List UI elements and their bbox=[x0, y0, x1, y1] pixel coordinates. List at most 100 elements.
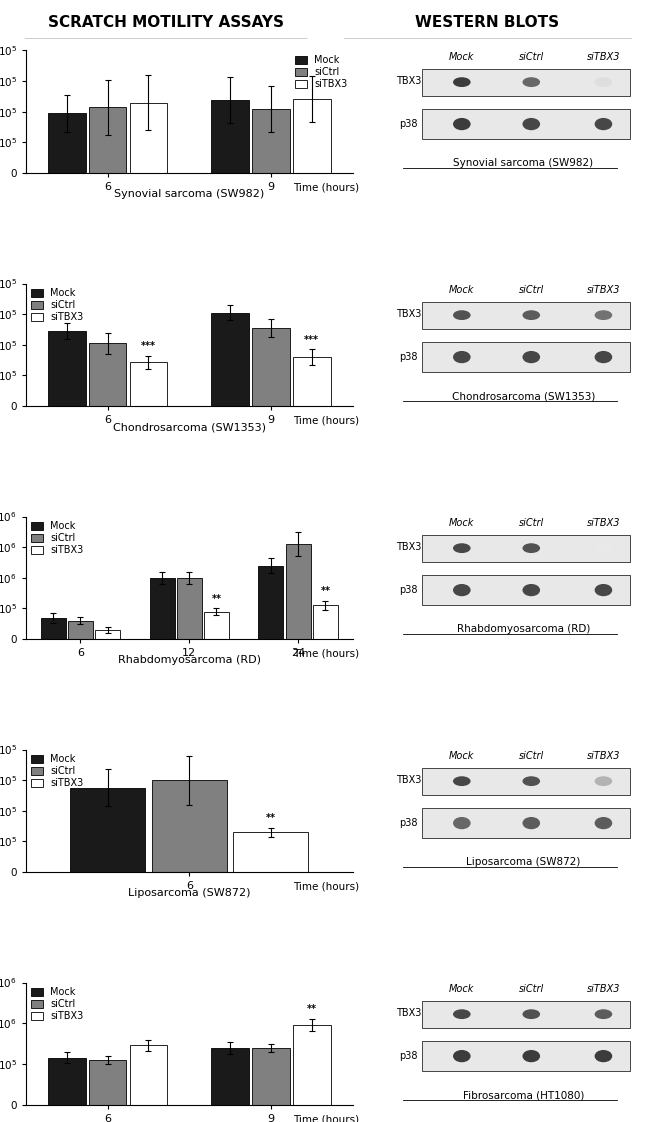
Bar bbox=[89, 108, 126, 173]
Text: TBX3: TBX3 bbox=[396, 310, 421, 319]
Bar bbox=[422, 1041, 630, 1070]
Ellipse shape bbox=[595, 583, 612, 596]
Ellipse shape bbox=[523, 583, 540, 596]
Bar bbox=[68, 620, 93, 640]
Bar bbox=[95, 629, 120, 640]
Text: p38: p38 bbox=[399, 1051, 417, 1061]
Legend: Mock, siCtrl, siTBX3: Mock, siCtrl, siTBX3 bbox=[295, 55, 348, 90]
Ellipse shape bbox=[453, 77, 471, 88]
Text: WESTERN BLOTS: WESTERN BLOTS bbox=[415, 15, 560, 30]
Bar bbox=[259, 565, 283, 640]
Legend: Mock, siCtrl, siTBX3: Mock, siCtrl, siTBX3 bbox=[31, 288, 84, 322]
Ellipse shape bbox=[595, 817, 612, 829]
Bar bbox=[293, 99, 330, 173]
Bar bbox=[252, 328, 290, 406]
Text: ***: *** bbox=[304, 334, 319, 344]
Bar bbox=[130, 1046, 167, 1105]
Ellipse shape bbox=[595, 1010, 612, 1019]
Bar bbox=[252, 109, 290, 173]
Ellipse shape bbox=[595, 776, 612, 787]
Ellipse shape bbox=[595, 543, 612, 553]
Bar bbox=[204, 611, 229, 640]
Bar bbox=[422, 302, 630, 329]
Bar bbox=[130, 102, 167, 173]
Bar bbox=[285, 544, 311, 640]
Text: Mock: Mock bbox=[449, 984, 474, 994]
Ellipse shape bbox=[523, 1050, 540, 1063]
Text: p38: p38 bbox=[399, 352, 417, 362]
Text: Mock: Mock bbox=[449, 517, 474, 527]
Text: p38: p38 bbox=[399, 119, 417, 129]
Text: TBX3: TBX3 bbox=[396, 1009, 421, 1018]
Ellipse shape bbox=[523, 351, 540, 364]
Text: TBX3: TBX3 bbox=[396, 76, 421, 86]
Text: Time (hours): Time (hours) bbox=[293, 882, 359, 892]
Bar bbox=[89, 343, 126, 406]
Bar bbox=[211, 313, 249, 406]
Legend: Mock, siCtrl, siTBX3: Mock, siCtrl, siTBX3 bbox=[31, 754, 84, 789]
Bar bbox=[252, 1048, 290, 1105]
Ellipse shape bbox=[595, 118, 612, 130]
Bar bbox=[41, 618, 66, 640]
Bar bbox=[150, 578, 175, 640]
Ellipse shape bbox=[595, 77, 612, 88]
Text: p38: p38 bbox=[399, 585, 417, 595]
Legend: Mock, siCtrl, siTBX3: Mock, siCtrl, siTBX3 bbox=[31, 987, 84, 1021]
Bar bbox=[89, 1060, 126, 1105]
Text: **: ** bbox=[211, 594, 222, 604]
Text: Rhabdomyosarcoma (RD): Rhabdomyosarcoma (RD) bbox=[456, 624, 590, 634]
Ellipse shape bbox=[595, 1050, 612, 1063]
Ellipse shape bbox=[453, 583, 471, 596]
Ellipse shape bbox=[453, 776, 471, 787]
Bar bbox=[211, 1048, 249, 1105]
Bar bbox=[48, 1058, 86, 1105]
Ellipse shape bbox=[453, 543, 471, 553]
Ellipse shape bbox=[523, 776, 540, 787]
Text: Time (hours): Time (hours) bbox=[293, 416, 359, 426]
Bar bbox=[422, 342, 630, 371]
Text: Time (hours): Time (hours) bbox=[293, 183, 359, 193]
Ellipse shape bbox=[453, 351, 471, 364]
Ellipse shape bbox=[595, 311, 612, 320]
Title: Synovial sarcoma (SW982): Synovial sarcoma (SW982) bbox=[114, 190, 265, 200]
Ellipse shape bbox=[453, 1050, 471, 1063]
Ellipse shape bbox=[523, 311, 540, 320]
Bar bbox=[422, 576, 630, 605]
Text: Time (hours): Time (hours) bbox=[293, 1115, 359, 1122]
Bar bbox=[293, 357, 330, 406]
Bar bbox=[422, 808, 630, 838]
Bar bbox=[422, 767, 630, 794]
Text: SCRATCH MOTILITY ASSAYS: SCRATCH MOTILITY ASSAYS bbox=[47, 15, 284, 30]
Title: Liposarcoma (SW872): Liposarcoma (SW872) bbox=[128, 889, 250, 899]
Bar bbox=[233, 833, 309, 872]
Bar bbox=[70, 788, 145, 872]
Text: siCtrl: siCtrl bbox=[519, 984, 544, 994]
Text: **: ** bbox=[320, 586, 330, 596]
Bar bbox=[313, 606, 338, 640]
Ellipse shape bbox=[523, 1010, 540, 1019]
Bar bbox=[422, 68, 630, 95]
Text: siCtrl: siCtrl bbox=[519, 751, 544, 761]
Ellipse shape bbox=[523, 77, 540, 88]
Bar bbox=[151, 780, 227, 872]
Text: siCtrl: siCtrl bbox=[519, 52, 544, 62]
Text: Mock: Mock bbox=[449, 52, 474, 62]
Legend: Mock, siCtrl, siTBX3: Mock, siCtrl, siTBX3 bbox=[31, 522, 84, 555]
Text: Mock: Mock bbox=[449, 285, 474, 295]
Bar bbox=[130, 362, 167, 406]
Text: p38: p38 bbox=[399, 818, 417, 828]
Ellipse shape bbox=[453, 118, 471, 130]
Text: ***: *** bbox=[141, 341, 156, 351]
Text: TBX3: TBX3 bbox=[396, 775, 421, 785]
Text: Synovial sarcoma (SW982): Synovial sarcoma (SW982) bbox=[453, 158, 593, 168]
Title: Chondrosarcoma (SW1353): Chondrosarcoma (SW1353) bbox=[113, 422, 266, 432]
Bar bbox=[48, 113, 86, 173]
Text: Fibrosarcoma (HT1080): Fibrosarcoma (HT1080) bbox=[463, 1091, 584, 1101]
Text: Liposarcoma (SW872): Liposarcoma (SW872) bbox=[466, 857, 580, 867]
Ellipse shape bbox=[595, 351, 612, 364]
Ellipse shape bbox=[453, 1010, 471, 1019]
Ellipse shape bbox=[523, 543, 540, 553]
Bar bbox=[177, 578, 202, 640]
Text: siCtrl: siCtrl bbox=[519, 517, 544, 527]
Text: **: ** bbox=[266, 812, 276, 822]
